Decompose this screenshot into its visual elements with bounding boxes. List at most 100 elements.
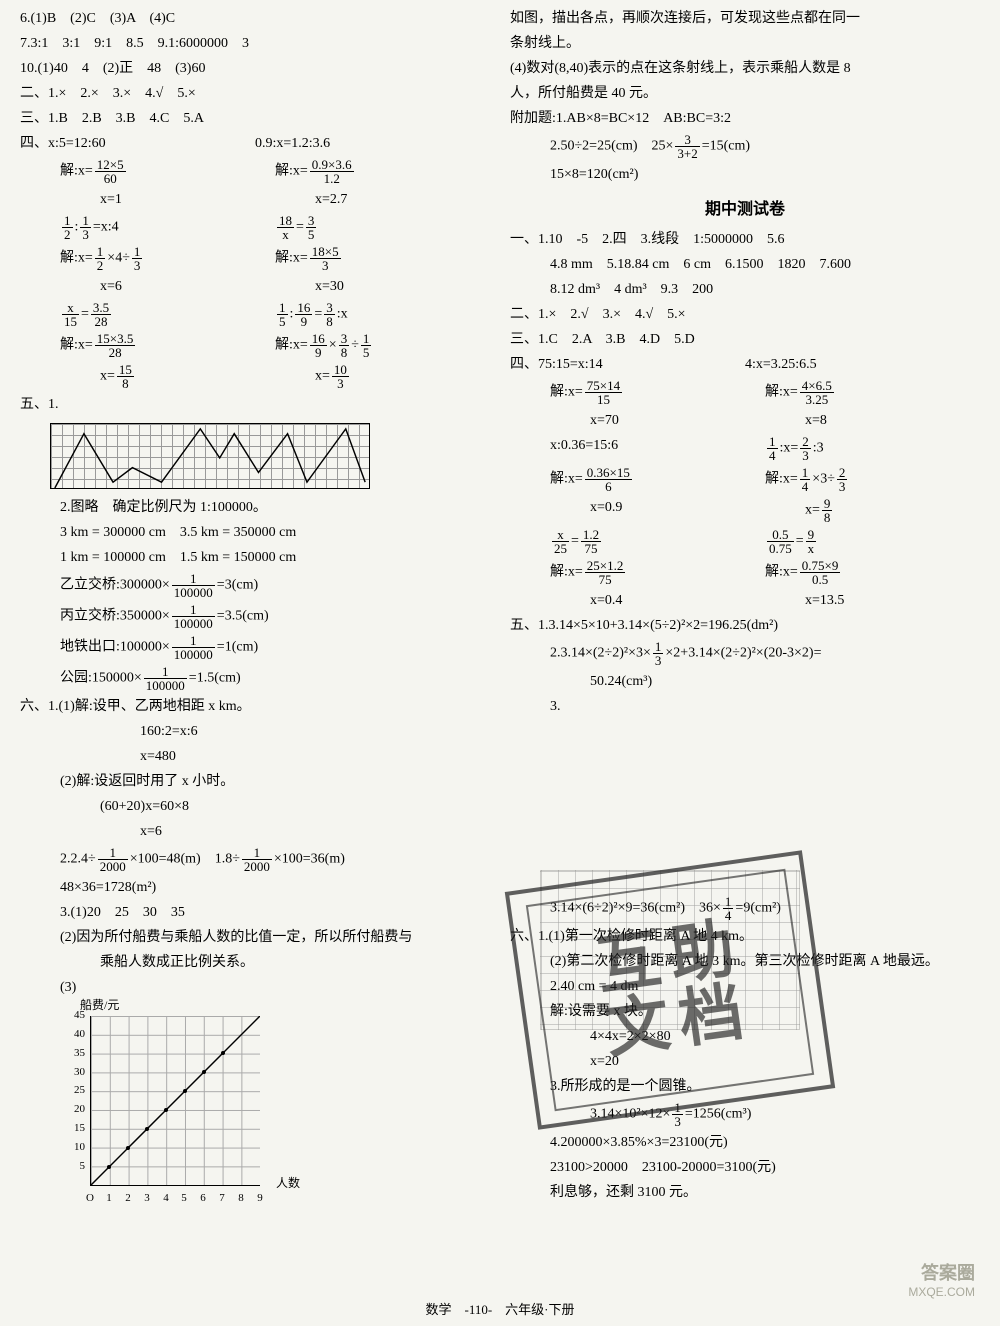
x2-left: x=6 [20, 276, 275, 297]
q10: 10.(1)40 4 (2)正 48 (3)60 [20, 58, 490, 79]
sec6-1-1: 六、1.(1)解:设甲、乙两地相距 x km。 [20, 696, 490, 717]
sec6-2-2: 48×36=1728(m²) [20, 877, 490, 898]
bonus3: 15×8=120(cm²) [510, 164, 980, 185]
x1-left: x=1 [20, 189, 275, 210]
s4-eq2-r: 14:x=23:3 [765, 435, 980, 462]
sec6-1-2-ans: x=6 [20, 821, 490, 842]
sec4-eq1-right: 0.9:x=1.2:3.6 [255, 133, 490, 154]
y-tick: 15 [60, 1122, 85, 1134]
s4-sol2-r: 解:x=14×3÷23 [765, 466, 980, 493]
watermark-line-1: 答案圈 [908, 1262, 975, 1285]
x3-left: x=158 [20, 363, 275, 390]
s3: 三、1.C 2.A 3.B 4.D 5.D [510, 329, 980, 350]
eq2-right: 18x=35 [275, 214, 490, 241]
s6-3: 3.所形成的是一个圆锥。 [510, 1076, 980, 1097]
x-tick: 5 [181, 1192, 187, 1204]
park: 公园:150000×1100000=1.5(cm) [20, 665, 490, 692]
grid-small-chart [540, 870, 800, 1030]
s4-eq3-l: x25=1.275 [510, 528, 765, 555]
sol2-left: 解:x=12×4÷13 [20, 245, 275, 272]
y-tick: 45 [60, 1009, 85, 1021]
x-tick: 6 [200, 1192, 206, 1204]
x-tick: 7 [219, 1192, 225, 1204]
watermark: 答案圈 MXQE.COM [908, 1262, 975, 1301]
y-tick: 35 [60, 1047, 85, 1059]
sol3-left: 解:x=15×3.528 [20, 332, 275, 359]
midterm-title: 期中测试卷 [510, 195, 980, 219]
s6-2-ans: x=20 [510, 1051, 980, 1072]
s6-3-eq: 3.14×10²×12×13=1256(cm³) [510, 1101, 980, 1128]
sec6-3-3: (3) [20, 977, 490, 998]
q6: 6.(1)B (2)C (3)A (4)C [20, 8, 490, 29]
sec3: 三、1.B 2.B 3.B 4.C 5.A [20, 108, 490, 129]
s2: 二、1.× 2.√ 3.× 4.√ 5.× [510, 304, 980, 325]
eq3-right: 15:169=38:x [275, 301, 490, 328]
x1-right: x=2.7 [275, 189, 490, 210]
y-tick: 10 [60, 1141, 85, 1153]
s6-4: 4.200000×3.85%×3=23100(元) [510, 1132, 980, 1153]
y-tick: 40 [60, 1028, 85, 1040]
s4-eq1-r: 4:x=3.25:6.5 [745, 354, 980, 375]
y-tick: 30 [60, 1066, 85, 1078]
bonus2: 2.50÷2=25(cm) 25×33+2=15(cm) [510, 133, 980, 160]
s5-1: 五、1.3.14×5×10+3.14×(5÷2)²×2=196.25(dm²) [510, 615, 980, 636]
item4: (4)数对(8,40)表示的点在这条射线上，表示乘船人数是 8 [510, 58, 980, 79]
x-tick: 4 [163, 1192, 169, 1204]
sec6-1-2: (2)解:设返回时用了 x 小时。 [20, 771, 490, 792]
s4-eq3-r: 0.50.75=9x [765, 528, 980, 555]
subway: 地铁出口:100000×1100000=1(cm) [20, 634, 490, 661]
x2-right: x=30 [275, 276, 490, 297]
x-tick: O [86, 1192, 94, 1204]
y-tick: 25 [60, 1084, 85, 1096]
zigzag-line [51, 424, 369, 488]
s4-sol1-r: 解:x=4×6.53.25 [765, 379, 980, 406]
y-tick: 20 [60, 1103, 85, 1115]
conv2: 1 km = 100000 cm 1.5 km = 150000 cm [20, 547, 490, 568]
s5-2: 2.3.14×(2÷2)²×3×13×2+3.14×(2÷2)²×(20-3×2… [510, 640, 980, 667]
intro2: 条射线上。 [510, 33, 980, 54]
x-tick: 2 [125, 1192, 131, 1204]
s1b: 4.8 mm 5.18.84 cm 6 cm 6.1500 1820 7.600 [510, 254, 980, 275]
x-tick: 9 [257, 1192, 263, 1204]
sec5-1: 五、1. [20, 394, 490, 415]
s4-x2-l: x=0.9 [510, 497, 765, 524]
eq2-left: 12:13=x:4 [20, 214, 275, 241]
q7: 7.3:1 3:1 9:1 8.5 9.1:6000000 3 [20, 33, 490, 54]
eq3-left: x15=3.528 [20, 301, 275, 328]
sec6-1-2-eq: (60+20)x=60×8 [20, 796, 490, 817]
bridge2: 丙立交桥:350000×1100000=3.5(cm) [20, 603, 490, 630]
s4-eq2-l: x:0.36=15:6 [510, 435, 765, 462]
sol3-right: 解:x=169×38÷15 [275, 332, 490, 359]
bridge1: 乙立交桥:300000×1100000=3(cm) [20, 572, 490, 599]
s4-sol2-l: 解:x=0.36×156 [510, 466, 765, 493]
sec6-3-2: (2)因为所付船费与乘船人数的比值一定，所以所付船费与 [20, 927, 490, 948]
sol2-right: 解:x=18×53 [275, 245, 490, 272]
y-tick: 5 [60, 1160, 85, 1172]
s4-x1-r: x=8 [765, 410, 980, 431]
s5-2-ans: 50.24(cm³) [510, 671, 980, 692]
sec4-eq1-left: 四、x:5=12:60 [20, 133, 255, 154]
sec6-3-2b: 乘船人数成正比例关系。 [20, 952, 490, 973]
sol1-right: 解:x=0.9×3.61.2 [275, 158, 490, 185]
s4-x3-l: x=0.4 [510, 590, 765, 611]
conv1: 3 km = 300000 cm 3.5 km = 350000 cm [20, 522, 490, 543]
sec5-2: 2.图略 确定比例尺为 1:100000。 [20, 497, 490, 518]
watermark-line-2: MXQE.COM [908, 1285, 975, 1301]
x-tick: 8 [238, 1192, 244, 1204]
sol1-left: 解:x=12×560 [20, 158, 275, 185]
grid-zigzag-chart [50, 423, 370, 489]
s4-sol3-l: 解:x=25×1.275 [510, 559, 765, 586]
s6-4c: 利息够，还剩 3100 元。 [510, 1182, 980, 1203]
s4-x3-r: x=13.5 [765, 590, 980, 611]
left-column: 6.(1)B (2)C (3)A (4)C 7.3:1 3:1 9:1 8.5 … [20, 8, 490, 1206]
sec6-3-1: 3.(1)20 25 30 35 [20, 902, 490, 923]
s6-4b: 23100>20000 23100-20000=3100(元) [510, 1157, 980, 1178]
s4-x2-r: x=98 [765, 497, 980, 524]
sec6-1-1-eq: 160:2=x:6 [20, 721, 490, 742]
s4-x1-l: x=70 [510, 410, 765, 431]
s5-3: 3. [510, 696, 980, 717]
cost-chart: 船费/元 45 40 35 30 25 20 15 10 5 O 1 2 3 4… [60, 1006, 270, 1206]
x-tick: 1 [106, 1192, 112, 1204]
s4-sol1-l: 解:x=75×1415 [510, 379, 765, 406]
sec6-2: 2.2.4÷12000×100=48(m) 1.8÷12000×100=36(m… [20, 846, 490, 873]
